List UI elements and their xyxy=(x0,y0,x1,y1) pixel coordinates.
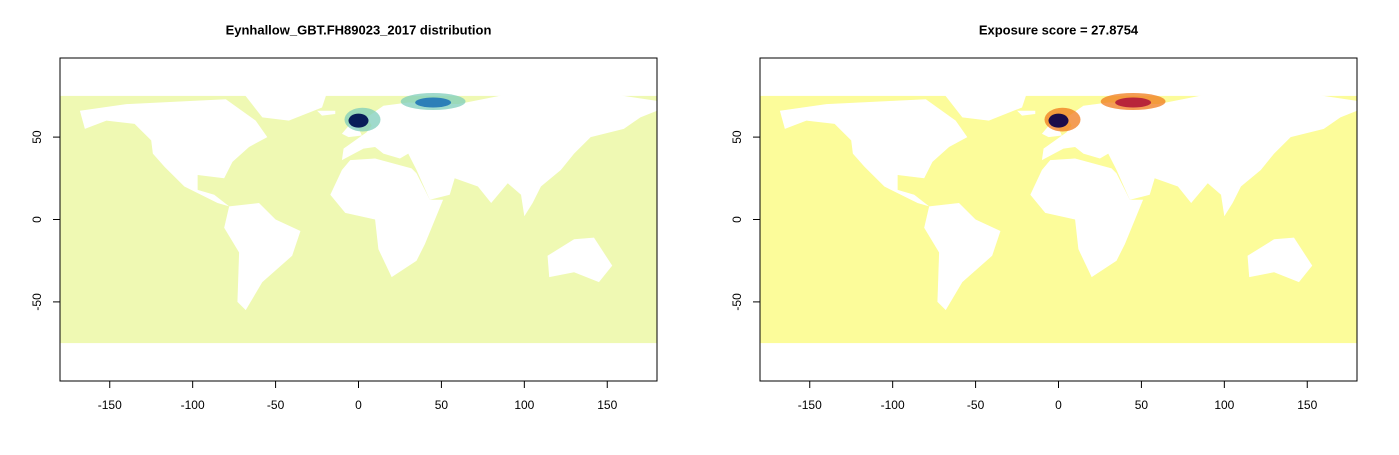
land xyxy=(779,99,968,207)
x-tick-label: 50 xyxy=(1135,398,1149,412)
x-tick-label: 150 xyxy=(597,398,617,412)
land xyxy=(330,158,444,278)
land xyxy=(939,87,1029,121)
hotspot xyxy=(1048,113,1069,128)
x-tick-label: -150 xyxy=(798,398,822,412)
land xyxy=(317,110,336,116)
hotspot xyxy=(348,113,369,128)
x-tick-label: -50 xyxy=(267,398,285,412)
plot-area xyxy=(760,87,1357,344)
x-tick-label: 150 xyxy=(1297,398,1317,412)
chart-title: Eynhallow_GBT.FH89023_2017 distribution xyxy=(226,22,492,37)
land xyxy=(239,87,329,121)
land xyxy=(1030,158,1144,278)
y-tick-label: -50 xyxy=(730,293,744,311)
x-tick-label: 100 xyxy=(514,398,534,412)
land xyxy=(341,90,657,217)
panel: Exposure score = 27.8754 -150 -100 -50 0 50 10… xyxy=(730,22,1358,412)
y-tick-label: 0 xyxy=(730,216,744,223)
y-tick-label: 50 xyxy=(730,130,744,144)
land xyxy=(1017,110,1036,116)
land xyxy=(924,203,1001,311)
x-tick-label: 100 xyxy=(1214,398,1234,412)
x-tick-label: -100 xyxy=(181,398,205,412)
hotspot xyxy=(415,97,452,108)
y-tick-label: -50 xyxy=(30,293,44,311)
land xyxy=(1247,237,1313,283)
x-tick-label: 50 xyxy=(435,398,449,412)
y-tick-label: 0 xyxy=(30,216,44,223)
y-tick-label: 50 xyxy=(30,130,44,144)
land xyxy=(1041,90,1357,217)
x-tick-label: 0 xyxy=(355,398,362,412)
x-tick-label: -50 xyxy=(967,398,985,412)
land xyxy=(79,99,268,207)
land xyxy=(547,237,613,283)
x-tick-label: -150 xyxy=(98,398,122,412)
hotspot xyxy=(1115,97,1152,108)
chart-title: Exposure score = 27.8754 xyxy=(979,22,1139,37)
panel: Eynhallow_GBT.FH89023_2017 distribution -… xyxy=(30,22,658,412)
x-tick-label: -100 xyxy=(881,398,905,412)
plot-area xyxy=(60,87,657,344)
land xyxy=(224,203,301,311)
x-tick-label: 0 xyxy=(1055,398,1062,412)
